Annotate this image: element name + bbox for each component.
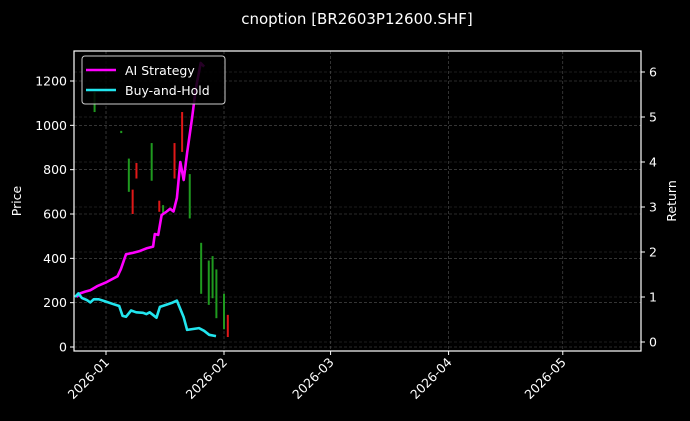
candle: [135, 163, 138, 179]
return-axis: 0 1 2 3 4 5 6: [641, 65, 657, 350]
return-lines: [74, 61, 217, 338]
chart-title: cnoption [BR2603P12600.SHF]: [241, 10, 473, 28]
candle: [226, 314, 229, 338]
y-tick-label: 0: [59, 340, 67, 355]
candle: [188, 174, 191, 219]
candle: [120, 130, 123, 134]
legend-label-buy-and-hold: Buy-and-Hold: [125, 83, 210, 98]
y2-tick-label: 1: [649, 290, 657, 305]
y-tick-label: 400: [43, 251, 67, 266]
candle: [131, 189, 134, 214]
candle: [215, 269, 218, 319]
y2-tick-label: 0: [649, 335, 657, 350]
y-tick-label: 800: [43, 162, 67, 177]
y-tick-label: 600: [43, 207, 67, 222]
candle: [173, 143, 176, 179]
legend: AI Strategy Buy-and-Hold: [81, 55, 226, 105]
candle: [223, 293, 225, 330]
y2-tick-label: 2: [649, 245, 657, 260]
y-tick-label: 1000: [35, 118, 67, 133]
plot-frame: [73, 50, 642, 352]
price-axis: 0 200 400 600 800 1000 1200: [35, 74, 74, 355]
y2-tick-label: 6: [649, 65, 657, 80]
series-buy-and-hold: [74, 292, 217, 338]
grid-lines: [74, 51, 641, 351]
y2-tick-label: 4: [649, 155, 657, 170]
y-tick-label: 200: [43, 295, 67, 310]
candle: [181, 112, 184, 152]
candle: [207, 260, 210, 305]
candle: [127, 158, 130, 192]
candle: [150, 143, 153, 181]
y2-axis-label: Return: [664, 180, 679, 221]
y-tick-label: 1200: [35, 74, 67, 89]
candle: [162, 205, 165, 214]
candle: [200, 242, 203, 294]
candle: [158, 200, 161, 212]
legend-label-ai-strategy: AI Strategy: [125, 63, 195, 78]
y2-tick-label: 5: [649, 110, 657, 125]
candle: [211, 256, 214, 299]
series-ai-strategy: [75, 61, 206, 298]
y-axis-label: Price: [9, 185, 24, 216]
y2-tick-label: 3: [649, 200, 657, 215]
